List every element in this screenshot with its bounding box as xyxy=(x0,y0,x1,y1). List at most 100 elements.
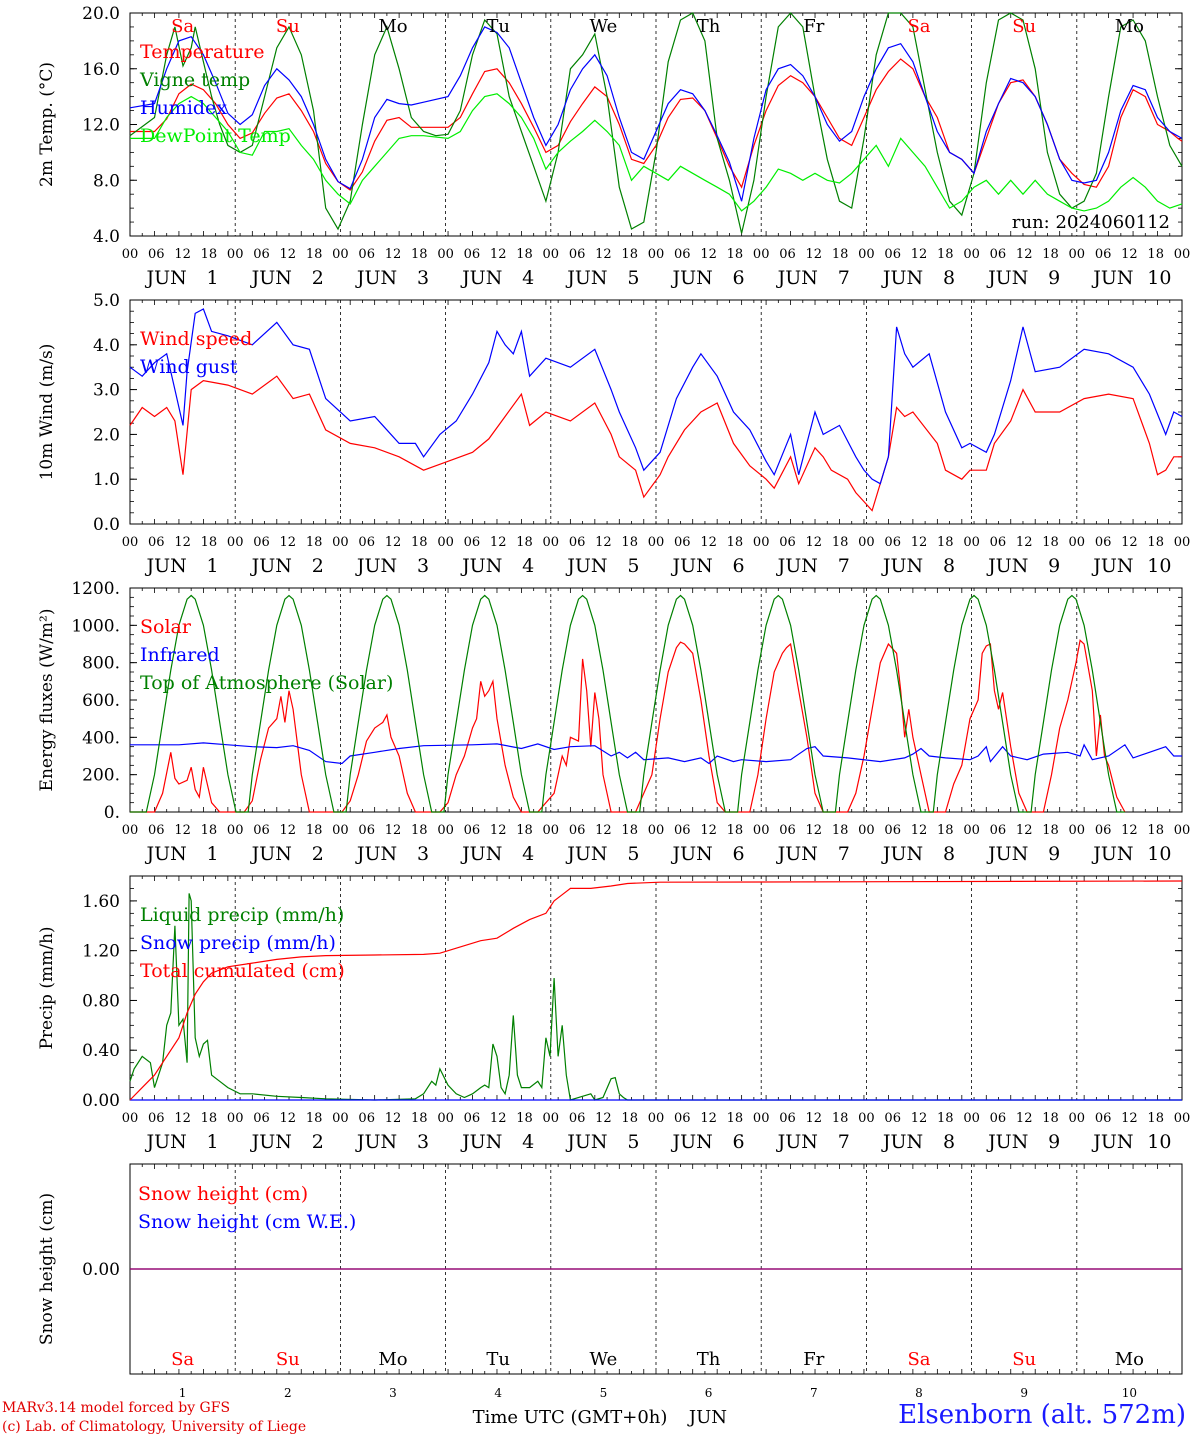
hour-tick-label: 00 xyxy=(332,247,349,262)
hour-tick-label: 06 xyxy=(884,823,901,838)
day-label: 2 xyxy=(312,843,324,865)
hour-tick-label: 18 xyxy=(832,535,849,550)
hour-tick-label: 18 xyxy=(516,1111,533,1126)
weekday-label: Su xyxy=(1012,1349,1036,1370)
hour-tick-label: 06 xyxy=(148,535,165,550)
hour-tick-label: 18 xyxy=(1042,535,1059,550)
month-label: JUN xyxy=(565,843,607,865)
hour-tick-label: 06 xyxy=(358,535,375,550)
weekday-label: Tu xyxy=(486,16,510,37)
hour-tick-label: 06 xyxy=(253,1111,270,1126)
hour-tick-label: 18 xyxy=(727,247,744,262)
y-tick-label: 400. xyxy=(82,728,120,748)
weekday-label: Sa xyxy=(907,16,930,37)
weekday-label: Sa xyxy=(171,1349,194,1370)
month-label: JUN xyxy=(776,843,818,865)
day-label: 7 xyxy=(838,843,850,865)
hour-tick-label: 12 xyxy=(280,535,297,550)
hour-tick-label: 00 xyxy=(963,823,980,838)
month-label: JUN xyxy=(250,267,292,289)
day-label: 9 xyxy=(1048,267,1060,289)
hour-tick-label: 12 xyxy=(280,247,297,262)
weekday-label: Th xyxy=(697,16,721,37)
hour-tick-label: 06 xyxy=(1095,1111,1112,1126)
day-label: 1 xyxy=(207,843,219,865)
y-tick-label: 1.60 xyxy=(82,892,120,912)
bottom-day-number: 3 xyxy=(389,1386,397,1400)
hour-tick-label: 06 xyxy=(674,823,691,838)
hour-tick-label: 00 xyxy=(122,1111,139,1126)
bottom-day-number: 2 xyxy=(284,1386,292,1400)
hour-tick-label: 18 xyxy=(201,247,218,262)
hour-tick-label: 06 xyxy=(253,535,270,550)
month-label: JUN xyxy=(144,1131,186,1153)
bottom-day-number: 7 xyxy=(810,1386,818,1400)
series-line-total-cumulated-cm- xyxy=(129,880,1183,1101)
month-label: JUN xyxy=(460,555,502,577)
hour-tick-label: 00 xyxy=(753,535,770,550)
hour-tick-label: 18 xyxy=(411,535,428,550)
hour-tick-label: 00 xyxy=(1069,1111,1086,1126)
day-label: 9 xyxy=(1048,555,1060,577)
month-label: JUN xyxy=(986,1131,1028,1153)
hour-tick-label: 00 xyxy=(543,823,560,838)
hour-tick-label: 18 xyxy=(937,535,954,550)
hour-tick-label: 12 xyxy=(595,535,612,550)
hour-tick-label: 00 xyxy=(543,1111,560,1126)
y-tick-label: 1.20 xyxy=(82,942,120,962)
hour-tick-label: 12 xyxy=(700,1111,717,1126)
legend-entry: Snow precip (mm/h) xyxy=(140,932,336,954)
y-tick-label: 0.0 xyxy=(93,515,120,535)
hour-tick-label: 18 xyxy=(621,535,638,550)
hour-tick-label: 12 xyxy=(174,535,191,550)
day-label: 5 xyxy=(627,267,639,289)
hour-tick-label: 18 xyxy=(306,535,323,550)
hour-tick-label: 00 xyxy=(858,247,875,262)
hour-tick-label: 06 xyxy=(464,535,481,550)
hour-tick-label: 18 xyxy=(516,823,533,838)
credit-lab: (c) Lab. of Climatology, University of L… xyxy=(2,1419,307,1435)
day-label: 7 xyxy=(838,267,850,289)
hour-tick-label: 00 xyxy=(648,535,665,550)
month-label: JUN xyxy=(1091,843,1133,865)
month-label: JUN xyxy=(355,267,397,289)
hour-tick-label: 12 xyxy=(1121,247,1138,262)
month-label: JUN xyxy=(250,843,292,865)
hour-tick-label: 00 xyxy=(753,247,770,262)
legend-entry: Temperature xyxy=(140,41,264,63)
hour-tick-label: 00 xyxy=(1174,823,1191,838)
hour-tick-label: 12 xyxy=(806,823,823,838)
hour-tick-label: 06 xyxy=(253,247,270,262)
day-label: 1 xyxy=(207,1131,219,1153)
hour-tick-label: 18 xyxy=(306,247,323,262)
day-label: 2 xyxy=(312,267,324,289)
hour-tick-label: 18 xyxy=(832,1111,849,1126)
hour-tick-label: 12 xyxy=(490,247,507,262)
month-label: JUN xyxy=(565,1131,607,1153)
hour-tick-label: 12 xyxy=(700,823,717,838)
weekday-label: Fr xyxy=(803,16,824,37)
day-label: 4 xyxy=(522,1131,534,1153)
panel-5 xyxy=(129,1163,1183,1375)
hour-tick-label: 18 xyxy=(727,823,744,838)
day-label: 3 xyxy=(417,1131,429,1153)
hour-tick-label: 12 xyxy=(806,1111,823,1126)
hour-tick-label: 00 xyxy=(332,535,349,550)
run-label: run: 2024060112 xyxy=(1012,212,1170,233)
legend-entry: Vigne temp xyxy=(139,69,250,91)
hour-tick-label: 18 xyxy=(727,1111,744,1126)
month-label: JUN xyxy=(565,267,607,289)
hour-tick-label: 12 xyxy=(1016,535,1033,550)
panel-4 xyxy=(129,875,1183,1101)
month-label: JUN xyxy=(355,555,397,577)
hour-tick-label: 06 xyxy=(779,247,796,262)
hour-tick-label: 06 xyxy=(569,247,586,262)
station-name: Elsenborn (alt. 572m) xyxy=(898,1400,1186,1430)
month-label: JUN xyxy=(881,1131,923,1153)
hour-tick-label: 00 xyxy=(543,535,560,550)
hour-tick-label: 12 xyxy=(1121,1111,1138,1126)
weekday-label: Su xyxy=(276,16,300,37)
hour-tick-label: 00 xyxy=(122,535,139,550)
y-axis-title: Energy fluxes (W/m²) xyxy=(37,609,57,792)
hour-tick-label: 00 xyxy=(437,535,454,550)
